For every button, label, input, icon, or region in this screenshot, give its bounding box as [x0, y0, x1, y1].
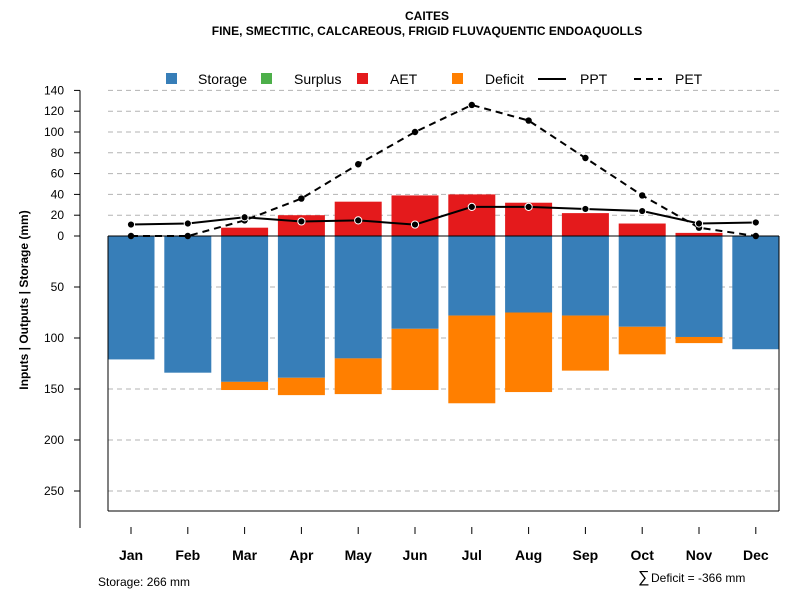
legend-swatch-surplus [261, 73, 272, 84]
storage-bar-jun [391, 236, 439, 329]
aet-bar-mar [221, 227, 269, 236]
axes: 0 20 40 60 80 100 120 140 50 100 150 200 250 Jan Feb Ma… [44, 83, 780, 563]
legend-swatch-deficit [452, 73, 463, 84]
pet-point-apr [298, 195, 305, 202]
x-tick-label-feb: Feb [175, 547, 200, 563]
x-tick-label-jun: Jun [403, 547, 428, 563]
pet-point-oct [639, 192, 646, 199]
storage-bar-jan [107, 236, 155, 360]
deficit-bar-jun [391, 328, 439, 391]
storage-bar-apr [277, 236, 325, 378]
legend-label-aet: AET [390, 71, 418, 87]
aet-bar-jun [391, 195, 439, 236]
ppt-point-apr [297, 217, 306, 226]
aet-bar-oct [618, 223, 666, 236]
legend-label-pet: PET [675, 71, 703, 87]
y-tick-label-lower-150: 150 [44, 382, 64, 396]
deficit-bar-sep [561, 315, 609, 371]
y-tick-label-lower-250: 250 [44, 484, 64, 498]
y-tick-label-upper-80: 80 [51, 146, 65, 160]
storage-bar-dec [732, 236, 780, 350]
ppt-point-jun [410, 220, 420, 229]
deficit-bar-mar [221, 381, 269, 391]
pet-point-aug [525, 117, 532, 124]
x-tick-label-oct: Oct [631, 547, 655, 563]
x-tick-label-mar: Mar [232, 547, 257, 563]
pet-point-jun [411, 128, 419, 136]
deficit-total: Deficit = -366 mm [651, 571, 745, 585]
y-axis-label: Inputs | Outputs | Storage (mm) [17, 210, 31, 389]
ppt-point-mar [240, 213, 249, 222]
deficit-bar-jul [448, 315, 496, 404]
x-tick-label-jul: Jul [462, 547, 482, 563]
legend-swatch-storage [166, 73, 177, 84]
legend-label-surplus: Surplus [294, 71, 341, 87]
storage-total: Storage: 266 mm [98, 575, 190, 589]
legend-swatch-aet [357, 73, 368, 84]
pet-line [131, 103, 756, 237]
chart-subtitle: FINE, SMECTITIC, CALCAREOUS, FRIGID FLUV… [212, 24, 642, 38]
aet-bar-jul [448, 194, 496, 236]
x-tick-label-aug: Aug [515, 547, 542, 563]
y-tick-label-upper-0: 0 [57, 229, 64, 243]
y-tick-label-upper-140: 140 [44, 83, 64, 97]
sum-symbol: ∑ [638, 569, 649, 586]
storage-bar-may [334, 236, 382, 359]
pet-point-may [355, 161, 362, 168]
aet-bar-nov [675, 232, 723, 236]
legend: Storage Surplus AET Deficit PPT PET [166, 71, 703, 87]
storage-bar-jul [448, 236, 496, 316]
deficit-bar-may [334, 358, 382, 395]
lines [126, 101, 760, 240]
storage-bar-mar [221, 236, 269, 382]
x-tick-label-may: May [345, 547, 372, 563]
storage-bar-feb [164, 236, 212, 373]
x-tick-label-sep: Sep [573, 547, 599, 563]
chart-title: CAITES [405, 9, 449, 23]
x-tick-label-nov: Nov [686, 547, 713, 563]
ppt-point-aug [524, 202, 533, 211]
y-tick-label-upper-20: 20 [51, 208, 65, 222]
ppt-point-sep [581, 204, 590, 214]
storage-bar-sep [561, 236, 609, 316]
bars [107, 194, 780, 404]
x-tick-label-jan: Jan [119, 547, 143, 563]
y-tick-label-lower-200: 200 [44, 433, 64, 447]
deficit-bar-oct [618, 326, 666, 355]
deficit-bar-nov [675, 336, 723, 344]
y-tick-label-lower-100: 100 [44, 331, 64, 345]
ppt-point-nov [694, 219, 704, 228]
x-tick-label-dec: Dec [743, 547, 769, 563]
y-tick-label-upper-120: 120 [44, 104, 64, 118]
pet-point-jul [468, 101, 475, 109]
y-tick-label-upper-40: 40 [51, 187, 65, 201]
y-tick-label-lower-50: 50 [51, 280, 65, 294]
legend-label-ppt: PPT [580, 71, 608, 87]
storage-bar-oct [618, 236, 666, 327]
deficit-bar-aug [505, 312, 553, 393]
y-tick-label-upper-100: 100 [44, 125, 64, 139]
ppt-point-jul [467, 202, 476, 211]
ppt-point-dec [751, 218, 760, 227]
ppt-point-feb [183, 219, 192, 228]
pet-point-sep [582, 154, 589, 162]
y-tick-label-upper-60: 60 [51, 167, 65, 181]
aet-bar-sep [561, 213, 609, 236]
legend-label-storage: Storage [198, 71, 247, 87]
legend-label-deficit: Deficit [485, 71, 524, 87]
ppt-line [130, 205, 756, 226]
deficit-bar-apr [277, 377, 325, 396]
ppt-point-may [354, 216, 363, 225]
storage-bar-aug [505, 236, 553, 313]
x-tick-label-apr: Apr [289, 547, 314, 563]
storage-bar-nov [675, 236, 723, 337]
ppt-point-jan [126, 220, 136, 229]
ppt-point-oct [638, 206, 647, 216]
